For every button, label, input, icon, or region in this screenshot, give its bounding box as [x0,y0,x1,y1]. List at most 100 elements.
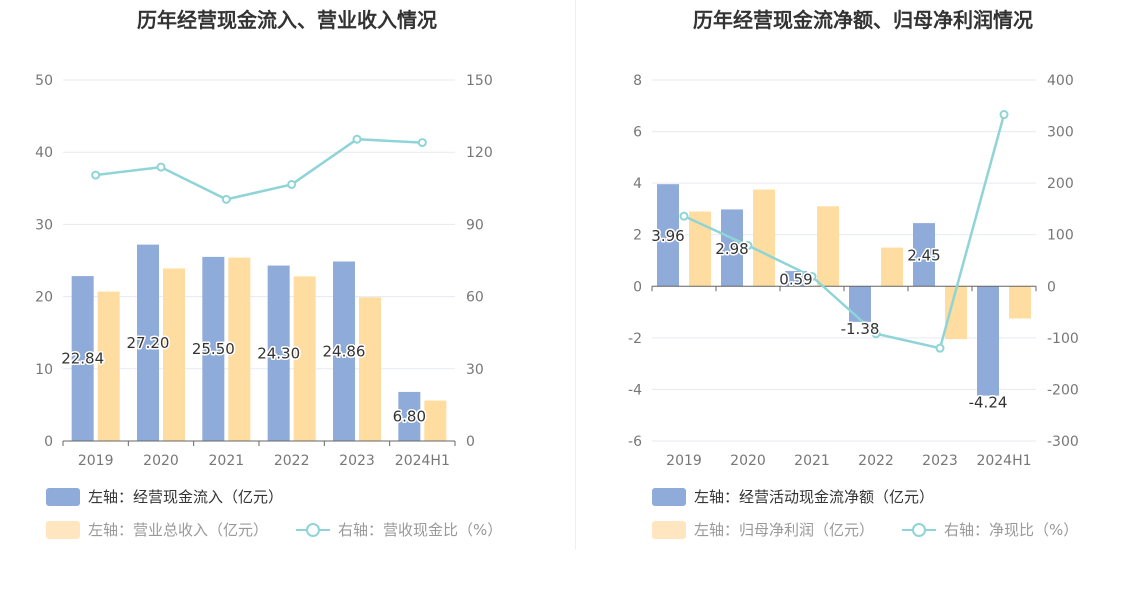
y-right-tick-label: 0 [466,434,475,450]
chart-panel-cash-inflow: 历年经营现金流入、营业收入情况 0 10 20 30 40 50 0 30 60 90 120 150… [35,8,502,540]
ratio-line [683,114,1006,350]
legend-item-cash-inflow[interactable]: 左轴：经营现金流入（亿元） [46,486,283,507]
y-right-tick-label: 0 [1047,279,1056,295]
x-tick-label: 2020 [143,453,179,469]
bar-secondary [881,247,903,287]
y-right-tick-label: 200 [1047,176,1074,192]
data-label: 24.86 [323,342,366,360]
y-right-tick-label: -200 [1047,382,1079,398]
line-point [807,271,817,281]
legend-item-revenue-cash-ratio[interactable]: 右轴：营收现金比（%） [296,519,502,540]
bar-primary [398,391,421,441]
line-point [287,179,297,189]
bar-primary [977,286,999,396]
y-left-tick-label: 30 [35,217,53,233]
bar-secondary [97,291,120,441]
legend-label: 右轴：营收现金比（%） [338,521,503,539]
bar-primary [657,184,679,287]
bar-primary [333,261,355,441]
legend-item-net-profit[interactable]: 左轴：归母净利润（亿元） [652,519,874,540]
x-tick-label: 2023 [339,453,375,469]
x-tick-label: 2019 [78,453,114,469]
bar-secondary [945,286,967,340]
data-label: 27.20 [127,334,170,352]
y-right-tick-label: -300 [1047,434,1079,450]
bar-primary [267,265,290,441]
bar-secondary [753,189,775,287]
legend-label: 左轴：归母净利润（亿元） [694,521,875,539]
legend-line-marker-icon [902,521,936,539]
legend-swatch [652,520,686,539]
data-label: 2.45 [907,247,940,265]
legend-label: 左轴：经营现金流入（亿元） [88,488,284,506]
x-tick-label: 2024H1 [976,453,1031,469]
bar-primary [913,223,935,287]
bar-primary [71,276,94,441]
y-left-tick-label: -4 [628,382,642,398]
x-tick-label: 2021 [209,453,245,469]
y-left-tick-label: 2 [633,228,642,244]
y-right-tick-label: 60 [466,290,484,306]
y-right-tick-label: 150 [466,73,493,89]
chart-title: 历年经营现金流入、营业收入情况 [137,8,437,32]
y-left-tick-label: -6 [628,434,642,450]
bar-secondary [689,211,711,287]
bar-secondary [293,276,316,441]
bar-secondary [424,400,447,441]
x-tick-label: 2022 [274,453,310,469]
legend-line-marker-icon [296,521,330,539]
line-point [999,110,1009,120]
line-point [743,241,753,251]
line-point [91,170,101,180]
data-label: 3.96 [651,227,684,245]
line-point [352,134,362,144]
x-tick-label: 2022 [858,453,894,469]
line-point [156,162,166,172]
bar-primary [785,271,807,287]
y-left-tick-label: 0 [44,434,53,450]
legend-item-revenue[interactable]: 左轴：营业总收入（亿元） [46,519,268,540]
data-label: 24.30 [257,344,300,362]
bar-primary [137,244,159,441]
bar-primary [849,286,871,322]
y-right-tick-label: 120 [466,145,493,161]
y-left-tick-label: 0 [633,279,642,295]
data-label: 25.50 [192,340,235,358]
x-tick-label: 2019 [666,453,702,469]
bar-secondary [163,268,185,441]
x-tick-label: 2024H1 [395,453,450,469]
bar-primary [202,256,225,441]
data-label: 22.84 [61,350,104,368]
y-left-tick-label: -2 [628,331,642,347]
chart-title: 历年经营现金流净额、归母净利润情况 [693,8,1033,32]
legend-swatch [46,487,80,506]
bar-secondary [1009,286,1031,319]
data-label: 6.80 [393,407,426,425]
x-tick-label: 2021 [794,453,830,469]
line-point [221,194,231,204]
line-point [871,329,881,339]
y-right-tick-label: 90 [466,217,484,233]
bar-primary [721,209,743,287]
y-left-tick-label: 8 [633,73,642,89]
chart-panel-net-cash: 历年经营现金流净额、归母净利润情况 -6 -4 -2 0 2 4 6 8 -300 -200 -10… [576,0,1148,589]
y-left-tick-label: 20 [35,290,53,306]
legend-item-net-cash-ratio[interactable]: 右轴：净现比（%） [902,519,1078,540]
legend-swatch [652,487,686,506]
y-right-tick-label: 100 [1047,228,1074,244]
legend-swatch [46,520,80,539]
data-label: 0.59 [779,271,812,289]
y-right-tick-label: -100 [1047,331,1079,347]
chart-net-cash-profit: -6 -4 -2 0 2 4 6 8 -300 -200 -100 0 100 200 300 400 2019… [628,73,1079,469]
y-right-tick-label: 300 [1047,125,1074,141]
legend-item-net-cash-flow[interactable]: 左轴：经营活动现金流净额（亿元） [652,486,934,507]
x-tick-label: 2020 [730,453,766,469]
legend-label: 左轴：经营活动现金流净额（亿元） [694,488,935,506]
legend-label: 右轴：净现比（%） [944,521,1079,539]
data-label: 2.98 [715,240,748,258]
y-right-tick-label: 30 [466,362,484,378]
line-point [679,211,689,221]
data-label: -4.24 [969,394,1008,412]
data-label: -1.38 [841,320,880,338]
panel-divider [575,0,576,550]
